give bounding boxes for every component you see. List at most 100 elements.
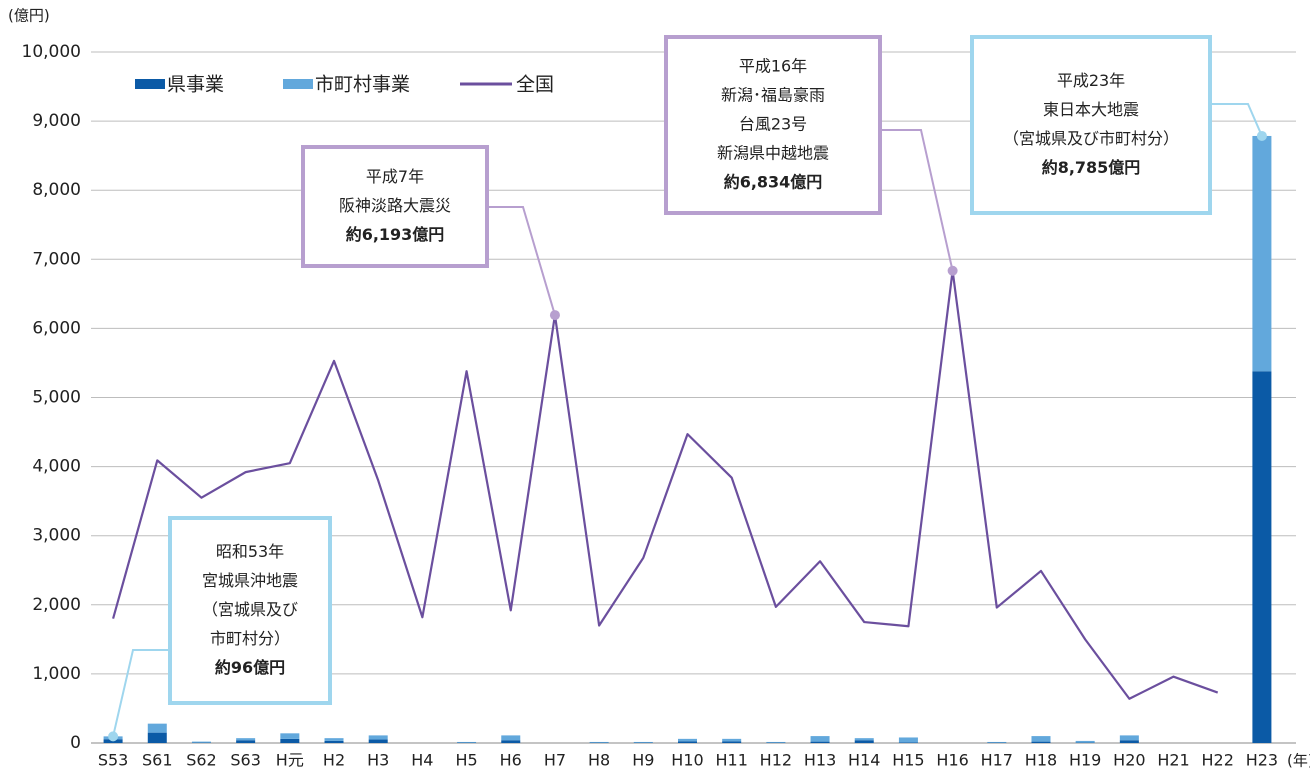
annotation-box (168, 516, 332, 705)
bar-segment (1252, 135, 1272, 372)
x-tick-label: H17 (981, 751, 1013, 770)
x-tick-label: H6 (500, 751, 522, 770)
y-tick-label: 2,000 (32, 595, 81, 615)
bar-segment (147, 732, 167, 743)
x-tick-label: H15 (892, 751, 924, 770)
bar-segment (368, 735, 388, 740)
x-tick-label: H22 (1202, 751, 1234, 770)
x-tick-label: H16 (936, 751, 968, 770)
bar-segment (280, 733, 300, 739)
bar-segment (1031, 741, 1051, 743)
x-tick-label: S63 (230, 751, 261, 770)
bar-segment (1031, 736, 1051, 742)
x-tick-label: H19 (1069, 751, 1101, 770)
y-unit: (億円) (8, 7, 50, 25)
x-tick-label: H7 (544, 751, 566, 770)
annotation-dot (1256, 130, 1267, 141)
x-tick-label: S62 (186, 751, 217, 770)
x-tick-label: H5 (455, 751, 477, 770)
x-tick-label: H20 (1113, 751, 1145, 770)
bar-segment (1075, 740, 1095, 743)
annotation-connector (112, 649, 170, 737)
y-tick-label: 8,000 (32, 180, 81, 200)
bar-segment (854, 738, 874, 741)
legend-label: 県事業 (167, 74, 224, 96)
bar-segment (324, 738, 344, 741)
annotation-amount: 約6,834億円 (724, 173, 823, 192)
annotation-text: 新潟県中越地震 (717, 144, 829, 163)
bar-segment (810, 741, 830, 743)
bar-segment (722, 738, 742, 742)
annotation-text: 東日本大地震 (1043, 100, 1139, 119)
y-tick-label: 1,000 (32, 664, 81, 684)
y-tick-label: 7,000 (32, 249, 81, 269)
x-tick-label: H23 (1246, 751, 1278, 770)
legend-label: 全国 (516, 74, 554, 96)
x-tick-label: H3 (367, 751, 389, 770)
annotation-box (301, 145, 489, 268)
bar-segment (1119, 735, 1139, 741)
y-tick-label: 5,000 (32, 388, 81, 408)
x-tick-label: S53 (98, 751, 129, 770)
legend-swatch (283, 79, 313, 89)
bar-segment (589, 741, 609, 743)
annotation-connector (1210, 103, 1263, 137)
bar-segment (854, 740, 874, 743)
annotation-text: 台風23号 (739, 115, 807, 134)
annotation-text: 市町村分） (210, 629, 290, 648)
annotation-text: 阪神淡路大震災 (339, 196, 451, 215)
bar-segment (236, 738, 256, 741)
x-tick-label: H11 (715, 751, 747, 770)
x-tick-label: H18 (1025, 751, 1057, 770)
annotation-box (970, 35, 1212, 215)
line-series (112, 269, 1219, 700)
y-tick-label: 0 (70, 733, 81, 753)
y-tick-label: 10,000 (22, 42, 81, 62)
x-tick-label: H12 (760, 751, 792, 770)
annotation-dot (947, 265, 958, 276)
annotation-box (664, 35, 882, 215)
annotation-text: 平成7年 (366, 167, 424, 186)
bar-segment (368, 739, 388, 743)
bar-segment (987, 741, 1007, 743)
bar-segment (1119, 740, 1139, 743)
y-tick-label: 4,000 (32, 457, 81, 477)
y-tick-label: 9,000 (32, 111, 81, 131)
annotation-text: 昭和53年 (216, 542, 284, 561)
annotation-text: 新潟･福島豪雨 (721, 86, 825, 105)
x-tick-label: H2 (323, 751, 345, 770)
bar-segment (501, 735, 521, 741)
annotation-amount: 約96億円 (215, 658, 285, 677)
bar-segment (898, 742, 918, 743)
bar-segment (722, 741, 742, 743)
bar-segment (898, 737, 918, 743)
bar-segment (324, 740, 344, 743)
annotation-connector (487, 206, 556, 316)
annotation-text: 宮城県沖地震 (202, 571, 298, 590)
bar-segment (766, 741, 786, 743)
bar-segment (457, 741, 477, 743)
x-tick-label: H9 (632, 751, 654, 770)
x-unit: (年) (1287, 752, 1310, 770)
legend-label: 市町村事業 (315, 74, 410, 96)
annotation-connector (880, 129, 954, 271)
bar-segment (678, 741, 697, 743)
bar-segment (810, 736, 830, 742)
y-tick-label: 6,000 (32, 318, 81, 338)
bar-segment (1252, 371, 1272, 743)
annotation-text: （宮城県及び (202, 600, 298, 619)
x-tick-label: S61 (142, 751, 173, 770)
legend-swatch (135, 79, 165, 89)
annotation-text: 平成16年 (739, 57, 807, 76)
annotation-amount: 約6,193億円 (346, 225, 445, 244)
x-tick-label: H21 (1157, 751, 1189, 770)
bar-segment (678, 738, 697, 742)
y-tick-label: 3,000 (32, 526, 81, 546)
bar-segment (236, 740, 256, 743)
annotation-dot (549, 310, 560, 321)
bar-segment (633, 741, 653, 743)
x-tick-label: H元 (276, 751, 304, 770)
bar-segment (501, 740, 521, 743)
annotation-dot (108, 731, 119, 742)
